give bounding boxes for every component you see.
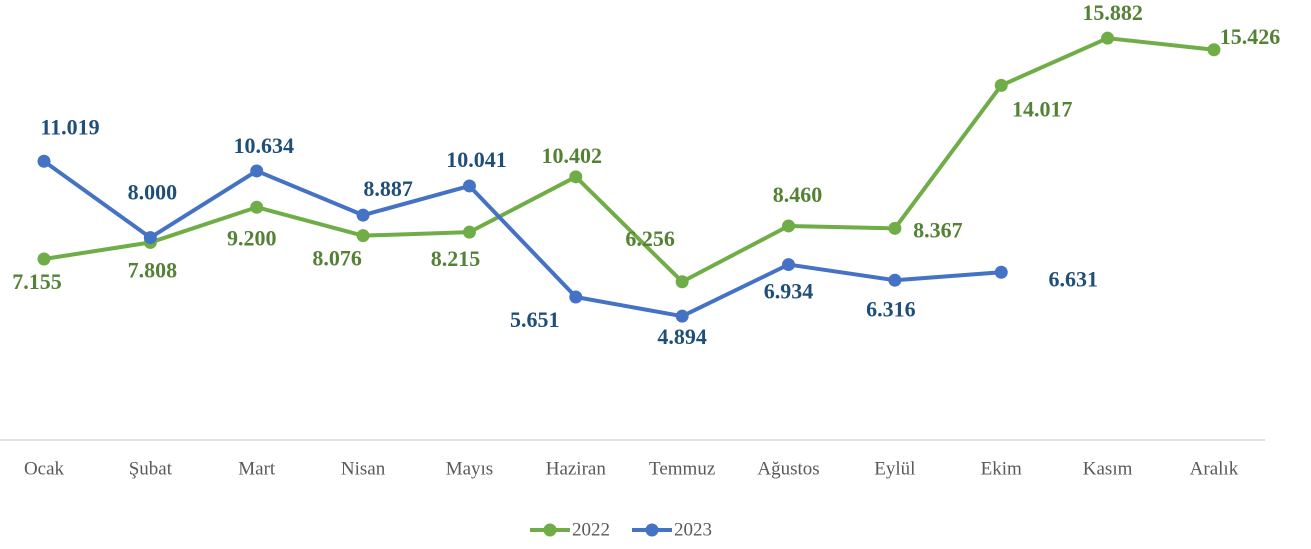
data-point bbox=[1207, 43, 1221, 57]
x-tick-label: Şubat bbox=[129, 458, 173, 479]
legend-marker bbox=[645, 523, 659, 537]
data-label: 8.000 bbox=[128, 180, 178, 205]
data-point bbox=[675, 275, 689, 289]
data-point bbox=[462, 179, 476, 193]
data-point bbox=[356, 208, 370, 222]
data-label: 14.017 bbox=[1012, 96, 1073, 121]
data-point bbox=[888, 221, 902, 235]
data-point bbox=[782, 219, 796, 233]
x-tick-label: Mart bbox=[238, 458, 276, 479]
data-point bbox=[782, 258, 796, 272]
legend-label: 2023 bbox=[674, 519, 712, 540]
data-label: 10.634 bbox=[233, 133, 294, 158]
data-label: 10.041 bbox=[446, 147, 507, 172]
data-point bbox=[356, 229, 370, 243]
data-label: 8.887 bbox=[363, 176, 413, 201]
series-line bbox=[43, 36, 1215, 284]
data-label: 5.651 bbox=[510, 307, 560, 332]
x-tick-label: Ekim bbox=[981, 458, 1022, 479]
data-point bbox=[250, 164, 264, 178]
data-label: 6.934 bbox=[764, 279, 814, 304]
x-tick-label: Aralık bbox=[1190, 458, 1239, 479]
data-label: 15.882 bbox=[1082, 0, 1143, 25]
data-label: 8.076 bbox=[312, 246, 362, 271]
x-tick-label: Ocak bbox=[24, 458, 65, 479]
legend-label: 2022 bbox=[572, 519, 610, 540]
data-label: 9.200 bbox=[227, 225, 277, 250]
data-label: 4.894 bbox=[657, 324, 707, 349]
data-point bbox=[250, 200, 264, 214]
x-tick-label: Nisan bbox=[341, 458, 386, 479]
data-point bbox=[37, 252, 51, 266]
x-tick-label: Haziran bbox=[546, 458, 607, 479]
data-label: 10.402 bbox=[542, 143, 603, 168]
data-point bbox=[143, 231, 157, 245]
data-label: 8.367 bbox=[913, 217, 963, 242]
data-label: 8.215 bbox=[431, 246, 481, 271]
data-point bbox=[1101, 31, 1115, 45]
data-label: 7.808 bbox=[128, 258, 178, 283]
legend-marker bbox=[543, 523, 557, 537]
x-tick-label: Kasım bbox=[1083, 458, 1133, 479]
x-tick-label: Temmuz bbox=[649, 458, 715, 479]
data-point bbox=[888, 273, 902, 287]
data-point bbox=[675, 309, 689, 323]
data-point bbox=[37, 154, 51, 168]
data-point bbox=[462, 225, 476, 239]
data-label: 7.155 bbox=[12, 269, 62, 294]
data-point bbox=[569, 170, 583, 184]
data-label: 8.460 bbox=[773, 182, 823, 207]
data-point bbox=[569, 290, 583, 304]
data-label: 6.316 bbox=[866, 296, 916, 321]
series-line bbox=[42, 159, 1002, 319]
data-label: 6.631 bbox=[1048, 266, 1098, 291]
data-point bbox=[994, 78, 1008, 92]
data-label: 11.019 bbox=[40, 114, 99, 139]
data-label: 6.256 bbox=[625, 226, 675, 251]
data-point bbox=[994, 265, 1008, 279]
x-tick-label: Ağustos bbox=[757, 458, 819, 479]
data-label: 15.426 bbox=[1220, 24, 1281, 49]
x-tick-label: Mayıs bbox=[446, 458, 494, 479]
x-tick-label: Eylül bbox=[874, 458, 915, 479]
